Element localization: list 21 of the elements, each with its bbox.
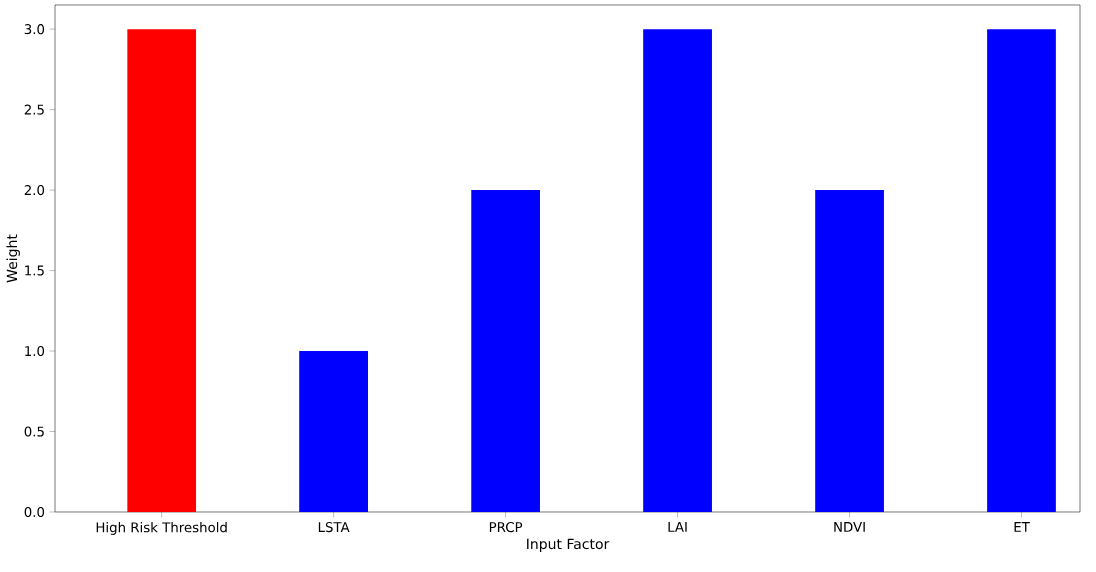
x-tick-label: LSTA xyxy=(318,522,350,533)
x-axis-title: Input Factor xyxy=(527,538,610,552)
y-tick-label: 1.5 xyxy=(25,265,44,276)
bar xyxy=(987,29,1056,512)
y-tick-label: 1.0 xyxy=(25,345,45,357)
x-tick-label: PRCP xyxy=(489,522,523,533)
y-tick-label: 2.5 xyxy=(24,104,44,115)
bar xyxy=(815,190,884,512)
x-tick-label: High Risk Threshold xyxy=(96,522,227,535)
y-tick-label: 2.0 xyxy=(24,185,45,196)
y-axis-title: Weight xyxy=(6,234,20,283)
x-tick-label: NDVI xyxy=(834,522,865,532)
y-tick-label: 0.5 xyxy=(24,426,44,437)
bar xyxy=(643,29,712,512)
x-tick-label: ET xyxy=(1014,522,1030,532)
bar xyxy=(471,190,540,512)
x-tick-label: LAI xyxy=(668,522,687,532)
bar xyxy=(127,29,197,512)
y-tick-label: 0.0 xyxy=(24,506,45,518)
bar xyxy=(299,351,369,512)
y-tick-label: 3.0 xyxy=(24,24,45,35)
